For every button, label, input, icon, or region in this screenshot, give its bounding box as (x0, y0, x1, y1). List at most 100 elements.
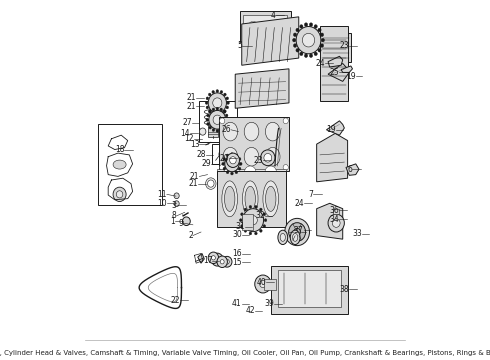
Circle shape (216, 107, 219, 110)
Text: 19: 19 (326, 125, 336, 134)
Ellipse shape (243, 181, 258, 217)
Circle shape (226, 153, 240, 167)
Circle shape (283, 165, 288, 170)
Bar (321, 33, 351, 62)
Circle shape (208, 252, 219, 264)
Circle shape (238, 158, 241, 161)
Text: 23: 23 (253, 156, 263, 165)
Circle shape (231, 153, 233, 156)
Bar (213, 144, 237, 164)
Circle shape (296, 28, 299, 32)
Circle shape (222, 162, 224, 165)
Text: 3: 3 (172, 201, 176, 210)
Circle shape (223, 158, 226, 161)
Circle shape (213, 115, 221, 125)
Circle shape (309, 54, 313, 58)
Bar (199, 101, 237, 142)
Polygon shape (235, 69, 289, 108)
Text: 24: 24 (294, 199, 304, 208)
Text: 24: 24 (315, 59, 325, 68)
Circle shape (220, 129, 222, 131)
Circle shape (249, 206, 252, 208)
Circle shape (113, 187, 126, 202)
Circle shape (212, 108, 215, 111)
Circle shape (215, 257, 220, 262)
Circle shape (223, 126, 226, 129)
Circle shape (206, 106, 209, 109)
Circle shape (300, 52, 303, 55)
Text: 12: 12 (184, 134, 194, 143)
Circle shape (240, 219, 242, 222)
Circle shape (245, 166, 256, 179)
Text: 22: 22 (171, 296, 180, 305)
Polygon shape (317, 134, 347, 182)
Bar (217, 171, 286, 226)
Circle shape (238, 167, 241, 170)
Text: 21: 21 (187, 93, 196, 102)
Circle shape (314, 25, 318, 28)
Text: 28: 28 (196, 150, 206, 159)
Circle shape (229, 161, 235, 167)
Circle shape (318, 49, 321, 52)
Bar (271, 266, 347, 315)
Circle shape (283, 118, 288, 124)
Circle shape (296, 27, 321, 54)
Circle shape (304, 23, 308, 26)
Circle shape (225, 122, 228, 125)
Circle shape (220, 118, 225, 124)
Circle shape (304, 54, 308, 58)
Circle shape (294, 228, 300, 235)
Circle shape (216, 130, 219, 132)
Ellipse shape (290, 230, 300, 244)
Text: 30: 30 (232, 230, 242, 239)
Text: 19: 19 (346, 72, 356, 81)
Circle shape (226, 106, 228, 109)
Bar (219, 117, 289, 171)
Circle shape (264, 219, 267, 222)
Circle shape (225, 156, 239, 172)
Circle shape (182, 217, 190, 226)
Circle shape (209, 111, 212, 113)
Text: 18: 18 (115, 145, 124, 154)
Text: 32: 32 (255, 211, 265, 220)
Bar (264, 279, 276, 291)
Circle shape (241, 213, 244, 216)
Polygon shape (242, 17, 299, 65)
Circle shape (260, 229, 262, 232)
Circle shape (230, 157, 236, 164)
Circle shape (212, 90, 215, 93)
Circle shape (116, 191, 123, 198)
Text: 6: 6 (347, 165, 352, 174)
Circle shape (235, 171, 238, 174)
Polygon shape (333, 209, 340, 214)
Text: 20: 20 (219, 154, 229, 163)
Circle shape (235, 154, 238, 157)
Text: 5: 5 (237, 41, 242, 50)
Text: 27: 27 (182, 118, 192, 127)
Circle shape (300, 25, 303, 28)
Circle shape (265, 166, 276, 179)
Circle shape (249, 232, 252, 235)
Circle shape (243, 209, 264, 231)
Circle shape (244, 229, 247, 232)
Circle shape (206, 97, 209, 100)
Ellipse shape (222, 181, 238, 217)
Circle shape (227, 102, 229, 104)
Ellipse shape (266, 186, 276, 211)
Circle shape (264, 153, 272, 162)
Bar (320, 26, 347, 101)
Ellipse shape (244, 147, 259, 166)
Circle shape (206, 178, 216, 189)
Circle shape (213, 98, 222, 108)
Circle shape (208, 93, 211, 96)
Circle shape (222, 152, 226, 156)
Circle shape (320, 44, 323, 47)
Circle shape (220, 108, 222, 111)
Circle shape (309, 23, 313, 26)
Polygon shape (328, 63, 349, 81)
Circle shape (223, 110, 226, 113)
Circle shape (328, 214, 344, 232)
Ellipse shape (224, 186, 235, 211)
Text: 11: 11 (157, 190, 167, 199)
Polygon shape (317, 203, 343, 239)
